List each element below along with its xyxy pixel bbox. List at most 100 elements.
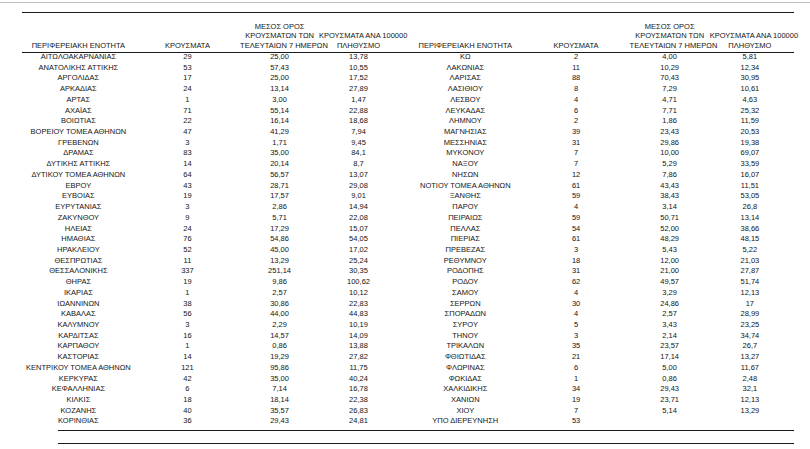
table-row: ΚΑΡΔΙΤΣΑΣ1614,5714,09: [22, 331, 398, 342]
avg7-cell: 29,43: [240, 416, 319, 427]
avg7-cell: 1,86: [630, 116, 710, 127]
region-cell: ΝΑΞΟΥ: [408, 159, 523, 170]
header-per100k: ΚΡΟΥΣΜΑΤΑ ΑΝΑ 100000ΠΛΗΘΥΣΜΟ: [319, 13, 398, 52]
region-cell: ΕΥΒΟΙΑΣ: [22, 191, 135, 202]
cases-cell: 1: [523, 374, 630, 385]
table-row: ΔΡΑΜΑΣ8335,0084,1: [22, 148, 398, 159]
region-cell: ΣΕΡΡΩΝ: [408, 299, 523, 310]
region-cell: ΥΠΟ ΔΙΕΡΕΥΝΗΣΗ: [408, 416, 523, 427]
avg7-cell: 12,00: [630, 256, 710, 267]
table-row: ΗΜΑΘΙΑΣ7654,8654,05: [22, 234, 398, 245]
per100k-cell: 20,53: [710, 127, 790, 138]
avg7-cell: 70,43: [630, 73, 710, 84]
header-region: ΠΕΡΙΦΕΡΕΙΑΚΗ ΕΝΟΤΗΤΑ: [408, 13, 523, 52]
avg7-cell: 52,00: [630, 224, 710, 235]
per100k-cell: 34,74: [710, 331, 790, 342]
region-cell: ΧΙΟΥ: [408, 406, 523, 417]
avg7-cell: 41,29: [240, 127, 319, 138]
per100k-cell: 4,63: [710, 95, 790, 106]
region-cell: ΜΑΓΝΗΣΙΑΣ: [408, 127, 523, 138]
per100k-cell: 22,83: [319, 299, 398, 310]
cases-cell: 6: [523, 106, 630, 117]
avg7-cell: 23,43: [630, 127, 710, 138]
region-cell: ΙΩΑΝΝΙΝΩΝ: [22, 299, 135, 310]
header-per100k: ΚΡΟΥΣΜΑΤΑ ΑΝΑ 100000ΠΛΗΘΥΣΜΟ: [710, 13, 790, 52]
table-row: ΚΙΛΚΙΣ1818,1422,38: [22, 395, 398, 406]
avg7-cell: 1,71: [240, 138, 319, 149]
table-body: ΑΙΤΩΛΟΑΚΑΡΝΑΝΙΑΣ2925,0013,78ΑΝΑΤΟΛΙΚΗΣ Α…: [22, 52, 398, 427]
per100k-cell: 16,07: [710, 170, 790, 181]
header-row: ΠΕΡΙΦΕΡΕΙΑΚΗ ΕΝΟΤΗΤΑ ΚΡΟΥΣΜΑΤΑ ΜΕΣΟΣ ΟΡΟ…: [408, 13, 790, 52]
cases-cell: 59: [523, 191, 630, 202]
per100k-cell: 69,07: [710, 148, 790, 159]
per100k-cell: 10,61: [710, 84, 790, 95]
avg7-cell: 9,86: [240, 277, 319, 288]
cases-cell: 53: [135, 63, 240, 74]
per100k-cell: 11,51: [710, 181, 790, 192]
per100k-cell: 26,8: [710, 202, 790, 213]
region-cell: ΔΥΤΙΚΟΥ ΤΟΜΕΑ ΑΘΗΝΩΝ: [22, 170, 135, 181]
table-header: ΠΕΡΙΦΕΡΕΙΑΚΗ ΕΝΟΤΗΤΑ ΚΡΟΥΣΜΑΤΑ ΜΕΣΟΣ ΟΡΟ…: [22, 13, 398, 52]
region-cell: ΛΗΜΝΟΥ: [408, 116, 523, 127]
table-row: ΤΗΝΟΥ32,1434,74: [408, 331, 790, 342]
cases-cell: 34: [523, 384, 630, 395]
per100k-cell: 26,83: [319, 406, 398, 417]
region-cell: ΣΥΡΟΥ: [408, 320, 523, 331]
per100k-cell: 84,1: [319, 148, 398, 159]
avg7-cell: 2,86: [240, 202, 319, 213]
region-cell: ΕΒΡΟΥ: [22, 181, 135, 192]
avg7-cell: 7,71: [630, 106, 710, 117]
per100k-cell: 8,7: [319, 159, 398, 170]
per100k-cell: 2,48: [710, 374, 790, 385]
region-cell: ΚΑΒΑΛΑΣ: [22, 309, 135, 320]
avg7-cell: 56,57: [240, 170, 319, 181]
avg7-cell: 54,86: [240, 234, 319, 245]
avg7-cell: 5,29: [630, 159, 710, 170]
per100k-cell: 18,68: [319, 116, 398, 127]
region-cell: ΚΕΦΑΛΛΗΝΙΑΣ: [22, 384, 135, 395]
region-cell: ΣΠΟΡΑΔΩΝ: [408, 309, 523, 320]
table-row: ΚΑΡΠΑΘΟΥ10,8613,88: [22, 341, 398, 352]
cases-cell: 121: [135, 363, 240, 374]
cases-cell: 4: [523, 309, 630, 320]
cases-cell: 8: [523, 84, 630, 95]
per100k-cell: 17,52: [319, 73, 398, 84]
per100k-cell: 44,83: [319, 309, 398, 320]
per100k-cell: 13,14: [710, 213, 790, 224]
per100k-cell: 32,1: [710, 384, 790, 395]
avg7-cell: 5,14: [630, 406, 710, 417]
table-row: ΖΑΚΥΝΘΟΥ95,7122,08: [22, 213, 398, 224]
table-row: ΑΧΑΪΑΣ7155,1422,88: [22, 106, 398, 117]
cases-cell: 4: [523, 202, 630, 213]
cases-cell: 11: [135, 256, 240, 267]
per100k-cell: 27,87: [710, 266, 790, 277]
avg7-cell: 17,14: [630, 352, 710, 363]
avg7-cell: 5,43: [630, 245, 710, 256]
table-row: ΑΡΓΟΛΙΔΑΣ1725,0017,52: [22, 73, 398, 84]
region-cell: ΣΑΜΟΥ: [408, 288, 523, 299]
region-cell: ΑΙΤΩΛΟΑΚΑΡΝΑΝΙΑΣ: [22, 52, 135, 63]
per100k-cell: 26,7: [710, 341, 790, 352]
avg7-cell: 95,86: [240, 363, 319, 374]
avg7-cell: 4,00: [630, 52, 710, 63]
region-cell: ΠΑΡΟΥ: [408, 202, 523, 213]
table-row: ΠΕΛΛΑΣ5452,0038,66: [408, 224, 790, 235]
avg7-cell: 16,14: [240, 116, 319, 127]
per100k-cell: 54,05: [319, 234, 398, 245]
per100k-cell: 22,88: [319, 106, 398, 117]
avg7-cell: 4,71: [630, 95, 710, 106]
header-cases: ΚΡΟΥΣΜΑΤΑ: [523, 13, 630, 52]
region-cell: ΤΡΙΚΑΛΩΝ: [408, 341, 523, 352]
table-row: ΧΙΟΥ75,1413,29: [408, 406, 790, 417]
region-cell: ΝΗΣΩΝ: [408, 170, 523, 181]
avg7-cell: 7,29: [630, 84, 710, 95]
region-cell: ΙΚΑΡΙΑΣ: [22, 288, 135, 299]
avg7-cell: 29,43: [630, 384, 710, 395]
table-bottom-rule-2: [58, 443, 794, 444]
avg7-cell: 48,29: [630, 234, 710, 245]
per100k-cell: 38,66: [710, 224, 790, 235]
per100k-cell: 16,78: [319, 384, 398, 395]
table-row: ΑΝΑΤΟΛΙΚΗΣ ΑΤΤΙΚΗΣ5357,4310,55: [22, 63, 398, 74]
avg7-cell: 3,43: [630, 320, 710, 331]
cases-cell: 3: [523, 245, 630, 256]
